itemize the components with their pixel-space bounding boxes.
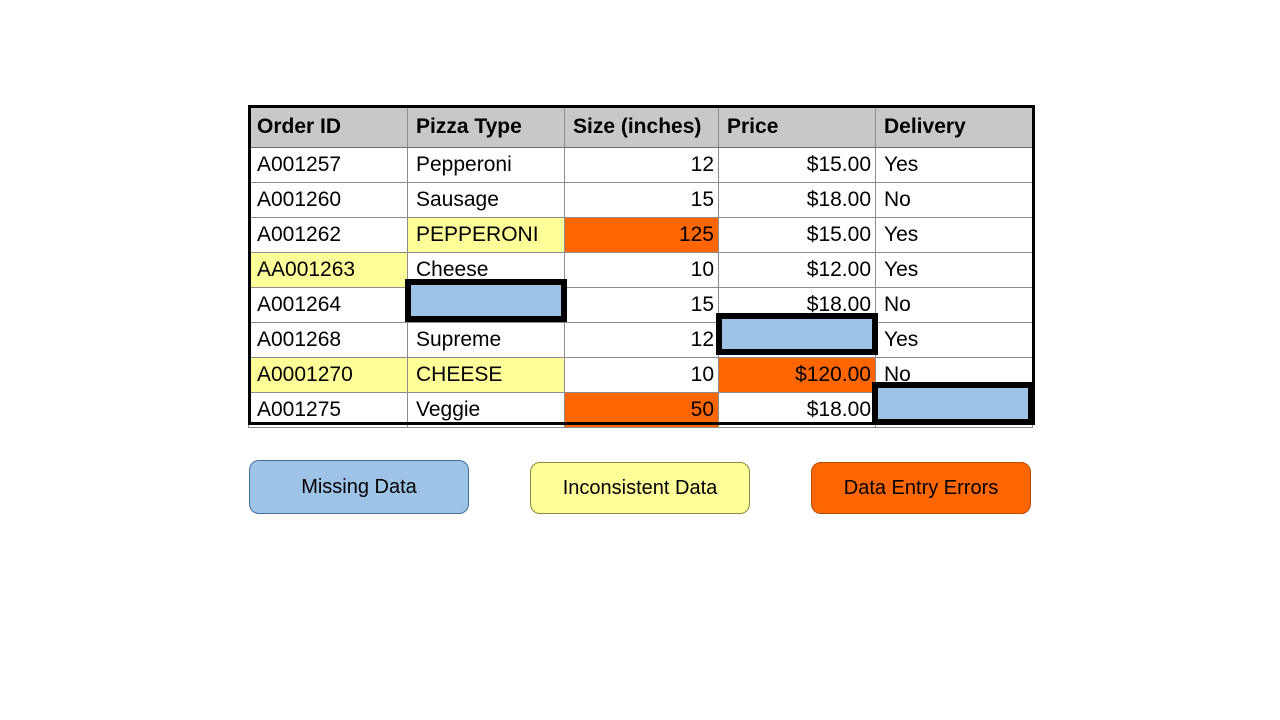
cell-price: $18.00 (718, 182, 876, 218)
cell-size: 12 (564, 322, 719, 358)
legend-inconsistent-label: Inconsistent Data (562, 476, 718, 499)
cell-order-id: A001260 (248, 182, 408, 218)
legend-data-entry-errors: Data Entry Errors (811, 462, 1031, 514)
legend-inconsistent-data: Inconsistent Data (530, 462, 750, 514)
cell-delivery: No (875, 287, 1033, 323)
cell-order-id: A001268 (248, 322, 408, 358)
cell-size-entry-error: 125 (564, 217, 719, 253)
cell-price: $12.00 (718, 252, 876, 288)
table-row: A001264 15 $18.00 No (248, 287, 1033, 323)
cell-size: 15 (564, 182, 719, 218)
cell-size: 10 (564, 252, 719, 288)
cell-price: $18.00 (718, 392, 876, 428)
cell-pizza-type-inconsistent: PEPPERONI (407, 217, 565, 253)
cell-size: 10 (564, 357, 719, 393)
cell-order-id: A001262 (248, 217, 408, 253)
table-row: AA001263 Cheese 10 $12.00 Yes (248, 252, 1033, 288)
cell-order-id: A001264 (248, 287, 408, 323)
cell-price: $15.00 (718, 217, 876, 253)
cell-order-id: A001275 (248, 392, 408, 428)
legend-missing-data: Missing Data (249, 460, 469, 514)
cell-size: 12 (564, 147, 719, 183)
cell-delivery: Yes (875, 252, 1033, 288)
table-row: A001262 PEPPERONI 125 $15.00 Yes (248, 217, 1033, 253)
table-row: A001260 Sausage 15 $18.00 No (248, 182, 1033, 218)
cell-pizza-type: Pepperoni (407, 147, 565, 183)
missing-pizza-type-highlight (405, 279, 567, 322)
cell-delivery: Yes (875, 217, 1033, 253)
table-row: A001257 Pepperoni 12 $15.00 Yes (248, 147, 1033, 183)
cell-pizza-type-inconsistent: CHEESE (407, 357, 565, 393)
cell-order-id-inconsistent: A0001270 (248, 357, 408, 393)
legend-missing-label: Missing Data (301, 475, 417, 498)
missing-delivery-highlight (872, 382, 1034, 425)
cell-size: 15 (564, 287, 719, 323)
header-delivery: Delivery (875, 106, 1033, 148)
cell-price-entry-error: $120.00 (718, 357, 876, 393)
legend-errors-label: Data Entry Errors (843, 476, 999, 499)
cell-order-id-inconsistent: AA001263 (248, 252, 408, 288)
pizza-orders-table: Order ID Pizza Type Size (inches) Price … (248, 106, 1033, 428)
table-row: A001268 Supreme 12 Yes (248, 322, 1033, 358)
header-pizza-type: Pizza Type (407, 106, 565, 148)
header-order-id: Order ID (248, 106, 408, 148)
table-row: A0001270 CHEESE 10 $120.00 No (248, 357, 1033, 393)
cell-pizza-type: Sausage (407, 182, 565, 218)
cell-delivery: Yes (875, 147, 1033, 183)
cell-pizza-type: Supreme (407, 322, 565, 358)
cell-delivery: Yes (875, 322, 1033, 358)
header-price: Price (718, 106, 876, 148)
cell-price: $15.00 (718, 147, 876, 183)
cell-size-entry-error: 50 (564, 392, 719, 428)
table-header-row: Order ID Pizza Type Size (inches) Price … (248, 106, 1033, 148)
cell-pizza-type: Veggie (407, 392, 565, 428)
missing-price-highlight (716, 313, 878, 355)
cell-delivery: No (875, 182, 1033, 218)
header-size: Size (inches) (564, 106, 719, 148)
cell-order-id: A001257 (248, 147, 408, 183)
